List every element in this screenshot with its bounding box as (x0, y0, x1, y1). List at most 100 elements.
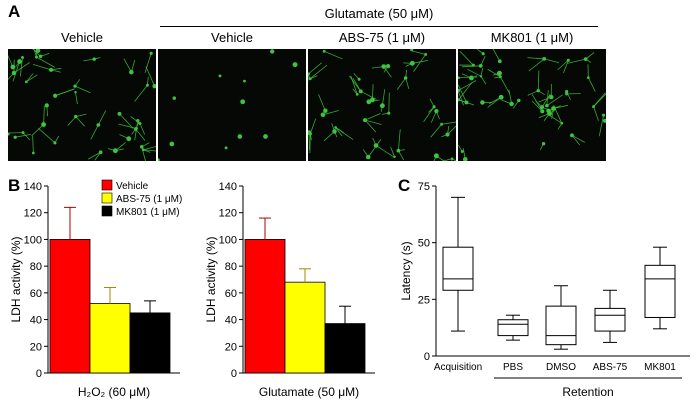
chart-ldh-h2o2: 0 20 40 60 80 100 120 140 LDH activity (%) H₂O₂ (… (9, 179, 182, 399)
neurite (118, 123, 137, 129)
neurite (587, 77, 596, 92)
box-dmso (545, 285, 577, 350)
neuron-soma (218, 74, 222, 78)
y-tick-label: 140 (219, 181, 237, 193)
neurite (38, 128, 56, 144)
neuron-soma (509, 101, 514, 107)
neurite (43, 105, 45, 125)
neuron-soma (35, 49, 41, 54)
neurite (55, 88, 75, 97)
neurite (75, 92, 78, 105)
neurite (537, 70, 540, 91)
neurite (15, 133, 32, 138)
neurite (97, 110, 107, 126)
neurite (334, 131, 338, 138)
box-iqr (644, 264, 676, 318)
neurite (51, 67, 62, 71)
y-axis-label: LDH activity (%) (9, 236, 23, 322)
neurite (26, 74, 38, 83)
neurite (543, 113, 550, 122)
neuron-soma (126, 136, 132, 142)
neurite (143, 149, 156, 152)
neuron-soma (496, 70, 502, 76)
neurite (501, 99, 512, 105)
neurite (13, 62, 30, 74)
legend-swatch (101, 205, 113, 217)
neurite (94, 57, 101, 60)
neurite (8, 54, 14, 68)
neurite (571, 134, 586, 143)
neurite (349, 75, 362, 92)
neurite (364, 113, 381, 121)
group-bracket-line (160, 26, 598, 27)
neuron-soma (237, 134, 243, 139)
box-mk801 (644, 246, 676, 330)
neurite (405, 69, 408, 79)
neurite (566, 91, 571, 101)
legend-swatch (101, 192, 113, 204)
y-tick-label: 20 (225, 341, 237, 353)
neurite (143, 146, 156, 151)
neuron-soma (292, 62, 298, 68)
neurite (309, 118, 317, 134)
neurite (372, 137, 377, 146)
neurite (441, 158, 453, 161)
neurite (396, 77, 406, 91)
neurite (458, 82, 473, 101)
neurite (488, 96, 502, 104)
neurite (147, 76, 149, 86)
neurite (362, 149, 369, 158)
neurite (144, 53, 152, 73)
neurite (87, 151, 101, 160)
neurite (557, 123, 563, 130)
bar (49, 239, 91, 374)
bar (129, 312, 171, 374)
neurite (405, 62, 413, 67)
neurite (32, 49, 41, 57)
neurite (19, 57, 23, 77)
neurite (50, 69, 61, 73)
neuron-soma (478, 63, 483, 68)
neurite (528, 58, 545, 72)
box-iqr (497, 319, 529, 337)
neurite (480, 76, 487, 85)
neurite (26, 73, 34, 83)
neuron-soma (21, 56, 24, 59)
neuron-soma (224, 146, 228, 150)
neurite (447, 125, 450, 135)
neurite (441, 121, 456, 125)
y-tick-label: 100 (219, 234, 237, 246)
box-iqr (442, 246, 474, 291)
y-tick-label: 0 (231, 368, 237, 380)
neuron-soma (468, 75, 474, 81)
neuron-soma (243, 79, 246, 83)
neurite (480, 55, 486, 67)
neurite (135, 128, 146, 141)
neurite (585, 52, 595, 60)
category-label: Acquisition (434, 362, 482, 373)
neurite (433, 155, 437, 161)
bar (89, 303, 131, 374)
neurite (458, 80, 477, 91)
category-label: MK801 (644, 362, 676, 373)
neurite (33, 49, 37, 58)
neurite (538, 96, 552, 103)
x-axis-label: H₂O₂ (60 μM) (78, 385, 150, 399)
neurite (593, 93, 606, 107)
neurite (364, 119, 377, 133)
neurite (367, 139, 382, 158)
neuron-soma (13, 135, 17, 139)
y-tick-label: 80 (30, 261, 42, 273)
neurite (546, 90, 549, 106)
neurite (548, 105, 561, 112)
neurite (494, 76, 501, 79)
neuron-soma (169, 141, 175, 147)
neurite (436, 155, 445, 161)
category-label: DMSO (546, 362, 576, 373)
glutamate-group-header: Glutamate (50 μM) (324, 6, 434, 21)
neurite (571, 135, 581, 146)
neuron-soma (565, 90, 569, 94)
box-acquisition (442, 196, 474, 332)
legend-swatch (101, 179, 113, 191)
neurite (75, 113, 87, 118)
